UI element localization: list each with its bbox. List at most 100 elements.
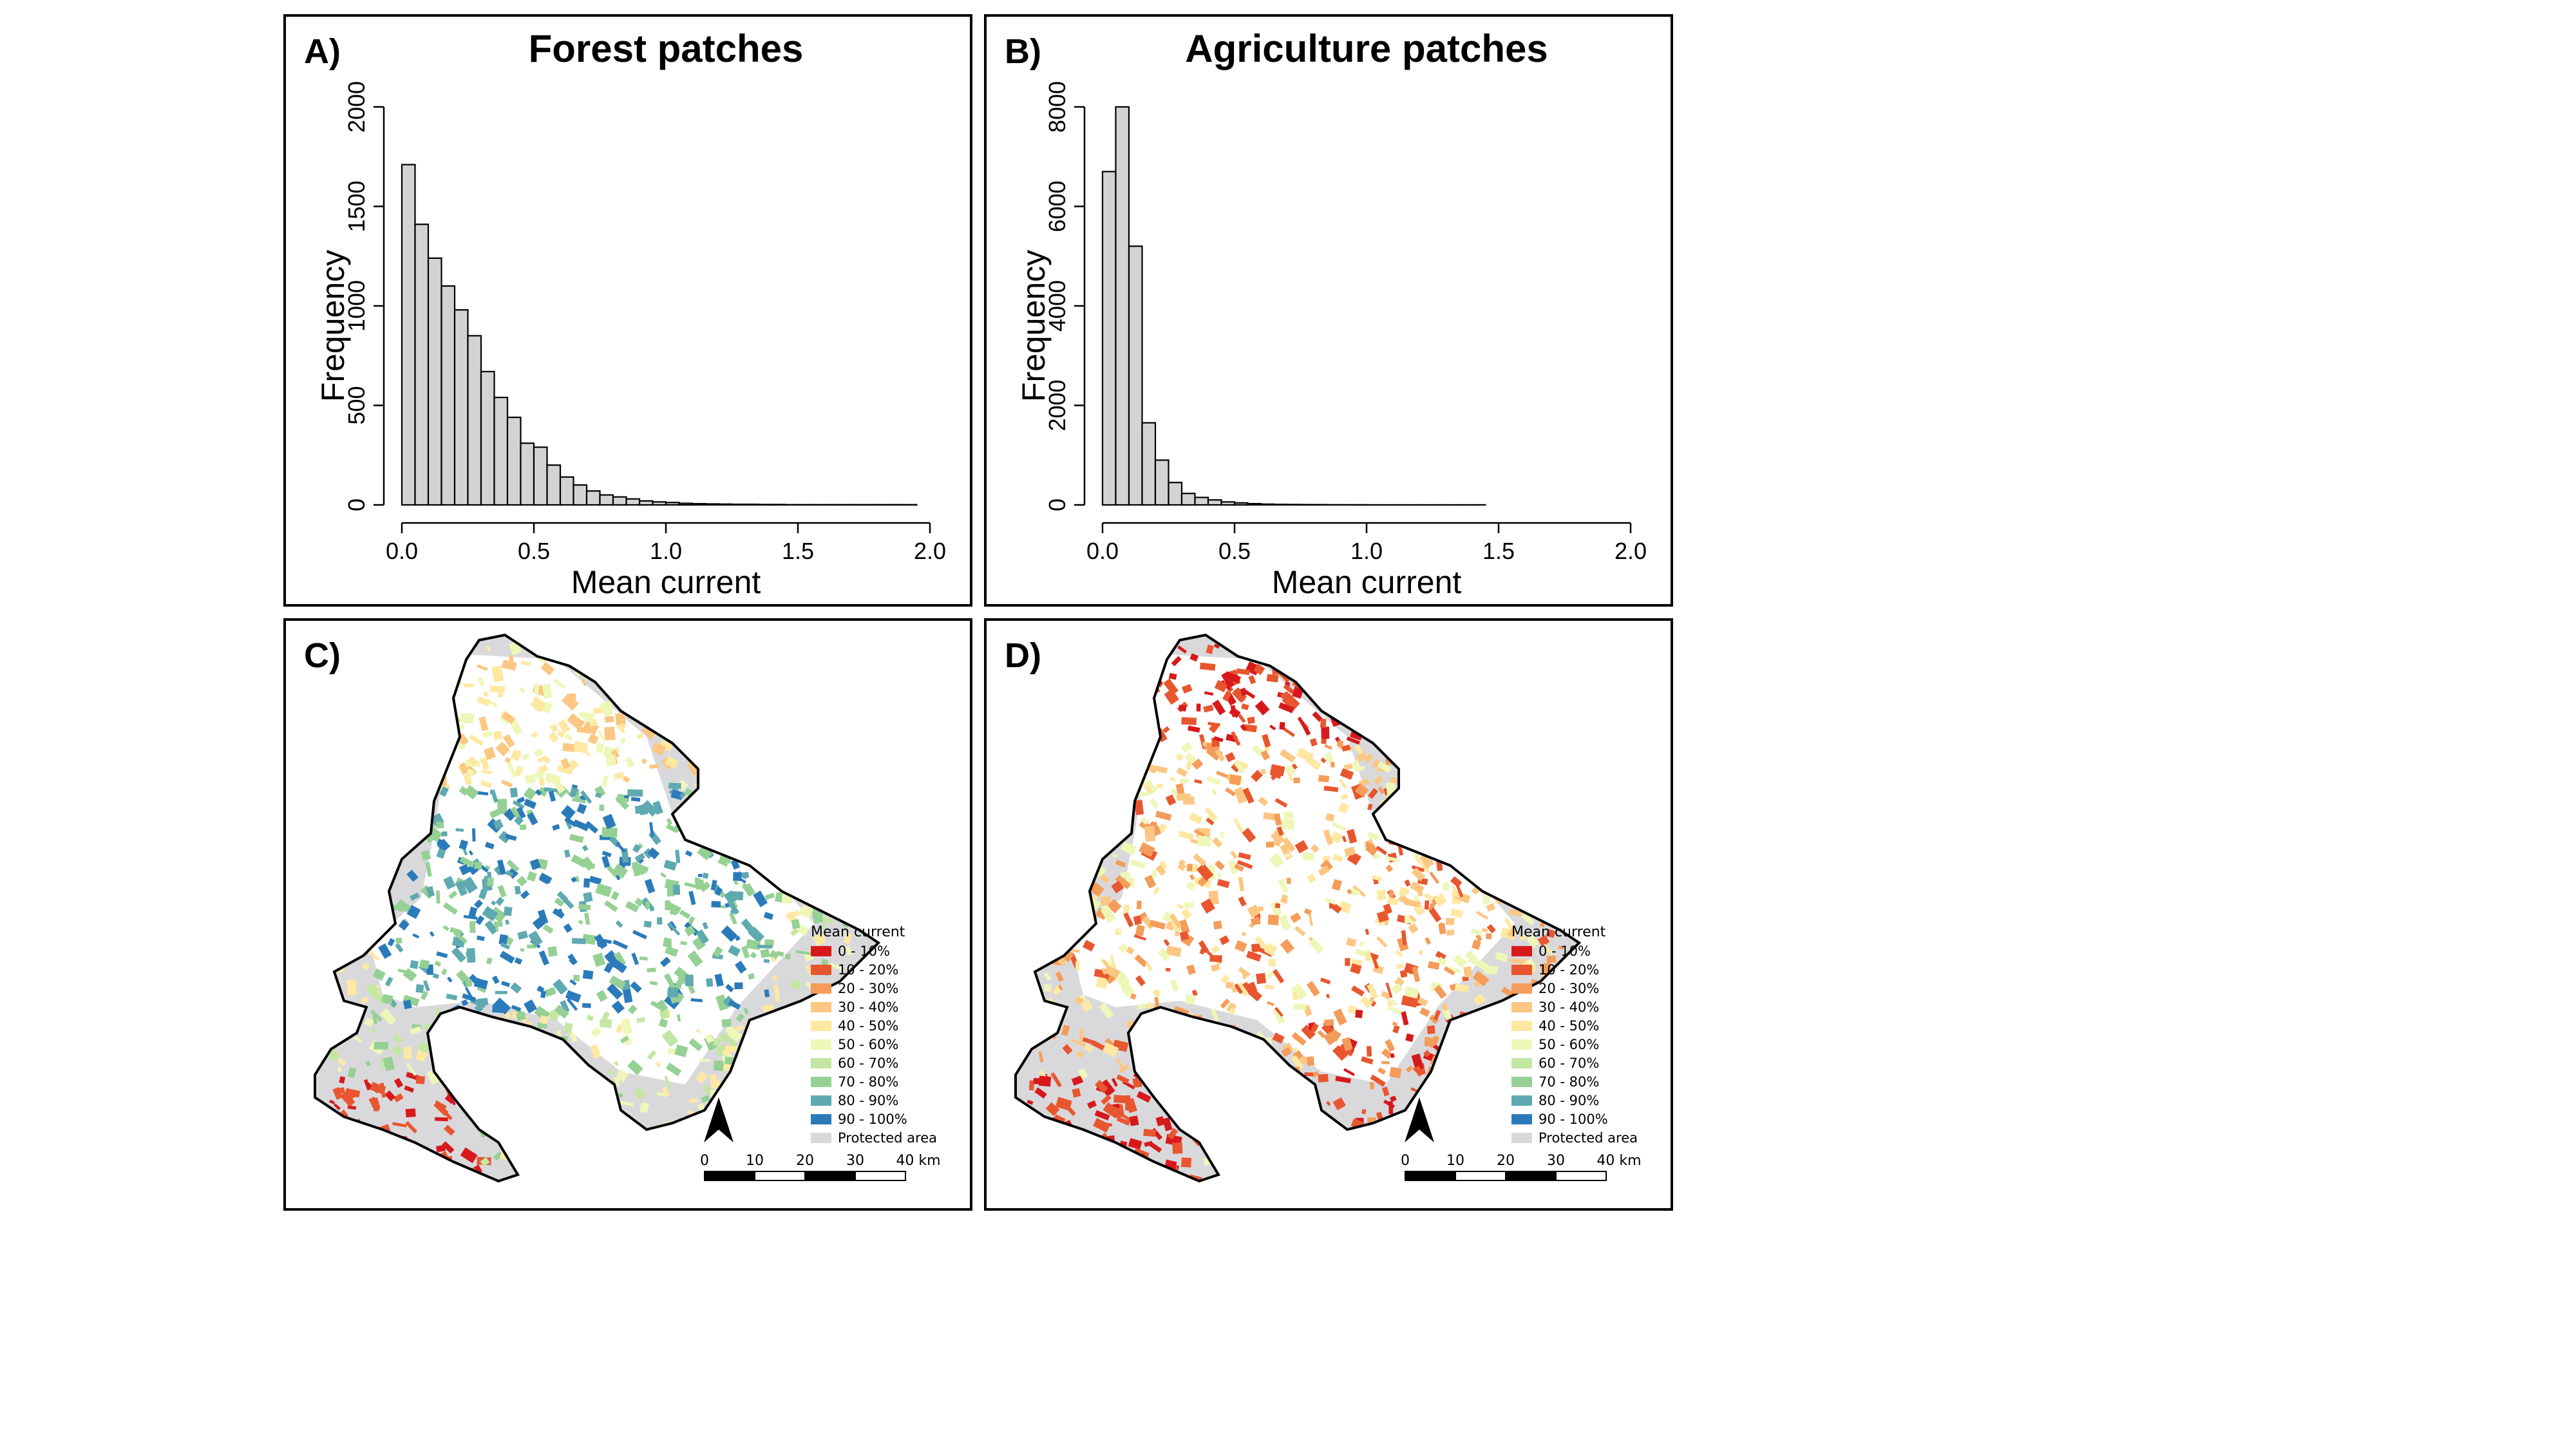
histogram-bar (493, 397, 509, 506)
habitat-patch (665, 900, 670, 911)
habitat-patch (701, 1095, 710, 1103)
habitat-patch (1090, 697, 1103, 710)
habitat-patch (1063, 768, 1075, 776)
habitat-patch (1394, 976, 1405, 988)
habitat-patch (662, 937, 670, 947)
habitat-patch (1177, 862, 1187, 871)
habitat-patch (612, 659, 629, 671)
histogram-bar (559, 476, 574, 506)
habitat-patch (1084, 808, 1093, 819)
habitat-patch (1320, 977, 1331, 985)
habitat-patch (748, 840, 759, 849)
habitat-patch (734, 647, 745, 656)
habitat-patch (802, 717, 813, 726)
habitat-patch (1497, 653, 1508, 662)
habitat-patch (484, 842, 495, 849)
histogram-bar (427, 257, 442, 506)
habitat-patch (1479, 755, 1492, 769)
habitat-patch (1426, 1037, 1438, 1048)
habitat-patch (1145, 961, 1153, 972)
habitat-patch (724, 1025, 736, 1036)
legend-label: 50 - 60% (838, 1037, 898, 1052)
habitat-patch (357, 773, 374, 790)
habitat-patch (1260, 1095, 1273, 1107)
histogram-bar (599, 494, 614, 506)
habitat-patch (491, 975, 500, 984)
habitat-patch (582, 1113, 596, 1122)
habitat-patch (413, 823, 428, 838)
histogram-agriculture: B) Agriculture patches 0.0 0.5 1.0 1.5 2.002… (1005, 27, 1647, 600)
habitat-patch (477, 664, 488, 672)
habitat-patch (748, 853, 758, 861)
habitat-patch (659, 740, 673, 752)
habitat-patch (791, 677, 801, 688)
habitat-patch (387, 811, 397, 822)
habitat-patch (776, 951, 784, 957)
legend-label: 20 - 30% (838, 981, 898, 996)
habitat-patch (362, 963, 370, 970)
habitat-patch (1268, 958, 1276, 967)
habitat-patch (1535, 665, 1544, 674)
y-tick-label: 1000 (343, 280, 370, 332)
habitat-patch (1390, 1053, 1395, 1059)
habitat-patch (500, 942, 511, 950)
habitat-patch (1331, 831, 1343, 844)
histogram-bar (625, 498, 641, 506)
habitat-patch (480, 780, 492, 788)
habitat-patch (721, 1019, 732, 1027)
habitat-patch (663, 661, 674, 676)
habitat-patch (336, 703, 348, 711)
habitat-patch (482, 691, 489, 697)
habitat-patch (1472, 866, 1482, 877)
habitat-patch (374, 883, 382, 892)
habitat-patch (327, 1005, 337, 1013)
habitat-patch (1551, 651, 1559, 659)
habitat-patch (1280, 748, 1296, 763)
habitat-patch (1434, 652, 1439, 662)
habitat-patch (1324, 1019, 1334, 1027)
habitat-patch (471, 828, 476, 842)
habitat-patch (343, 661, 353, 676)
habitat-patch (354, 748, 366, 759)
habitat-patch (1463, 788, 1470, 800)
habitat-patch (1137, 1003, 1146, 1010)
histogram-bar (467, 335, 482, 506)
habitat-patch (706, 978, 714, 987)
habitat-patch (1246, 981, 1258, 994)
habitat-patch (1531, 649, 1543, 661)
habitat-patch (460, 762, 468, 775)
histogram-bar (1168, 482, 1183, 506)
habitat-patch (1073, 905, 1086, 913)
habitat-patch (1154, 996, 1160, 1009)
habitat-patch (468, 850, 473, 856)
habitat-patch (789, 1022, 797, 1029)
habitat-patch (1441, 1003, 1449, 1011)
habitat-patch (789, 805, 799, 818)
habitat-patch (601, 775, 609, 787)
habitat-patch (777, 1133, 788, 1139)
habitat-patch (1045, 1102, 1060, 1117)
habitat-patch (1477, 798, 1492, 811)
habitat-patch (327, 895, 338, 909)
habitat-patch (1546, 929, 1556, 938)
habitat-patch (1166, 945, 1182, 957)
habitat-patch (1049, 765, 1056, 772)
habitat-patch (1159, 1027, 1166, 1036)
habitat-patch (599, 804, 604, 811)
habitat-patch (1501, 694, 1507, 701)
habitat-patch (688, 1098, 697, 1103)
habitat-patch (1321, 726, 1330, 739)
habitat-patch (705, 706, 716, 716)
habitat-patch (1442, 739, 1449, 749)
habitat-patch (672, 884, 681, 895)
habitat-patch (1162, 726, 1170, 734)
habitat-patch (571, 938, 586, 945)
habitat-patch (1312, 1126, 1320, 1135)
habitat-patch (684, 925, 696, 937)
habitat-patch (1348, 1005, 1358, 1014)
habitat-patch (516, 796, 526, 804)
habitat-patch (749, 1133, 759, 1142)
habitat-patch (1115, 860, 1126, 868)
habitat-patch (518, 1047, 532, 1061)
habitat-patch (1315, 1119, 1322, 1130)
